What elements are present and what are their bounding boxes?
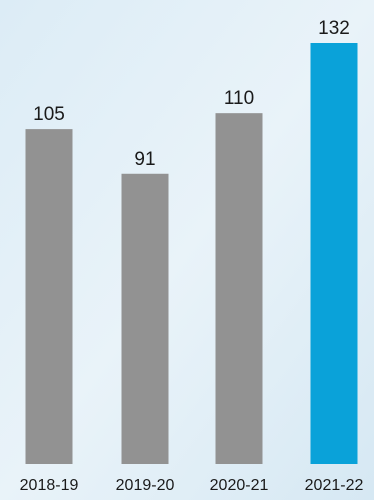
value-label-2018-19: 105: [33, 104, 65, 125]
bar-2018-19: [25, 129, 73, 464]
x-tick-label-2018-19: 2018-19: [20, 477, 79, 494]
value-labels-group: 105 91 110 132: [33, 18, 350, 170]
bar-2020-21: [215, 113, 263, 465]
bar-2019-20: [121, 173, 169, 465]
value-label-2019-20: 91: [134, 149, 155, 170]
x-tick-label-2020-21: 2020-21: [210, 477, 269, 494]
x-tick-labels-group: 2018-19 2019-20 2020-21 2021-22: [20, 477, 364, 494]
value-label-2020-21: 110: [224, 88, 254, 109]
x-tick-label-2019-20: 2019-20: [116, 477, 175, 494]
x-tick-label-2021-22: 2021-22: [305, 477, 364, 494]
bar-2021-22: [310, 43, 358, 464]
bars-group: [25, 43, 358, 465]
value-label-2021-22: 132: [318, 18, 350, 39]
